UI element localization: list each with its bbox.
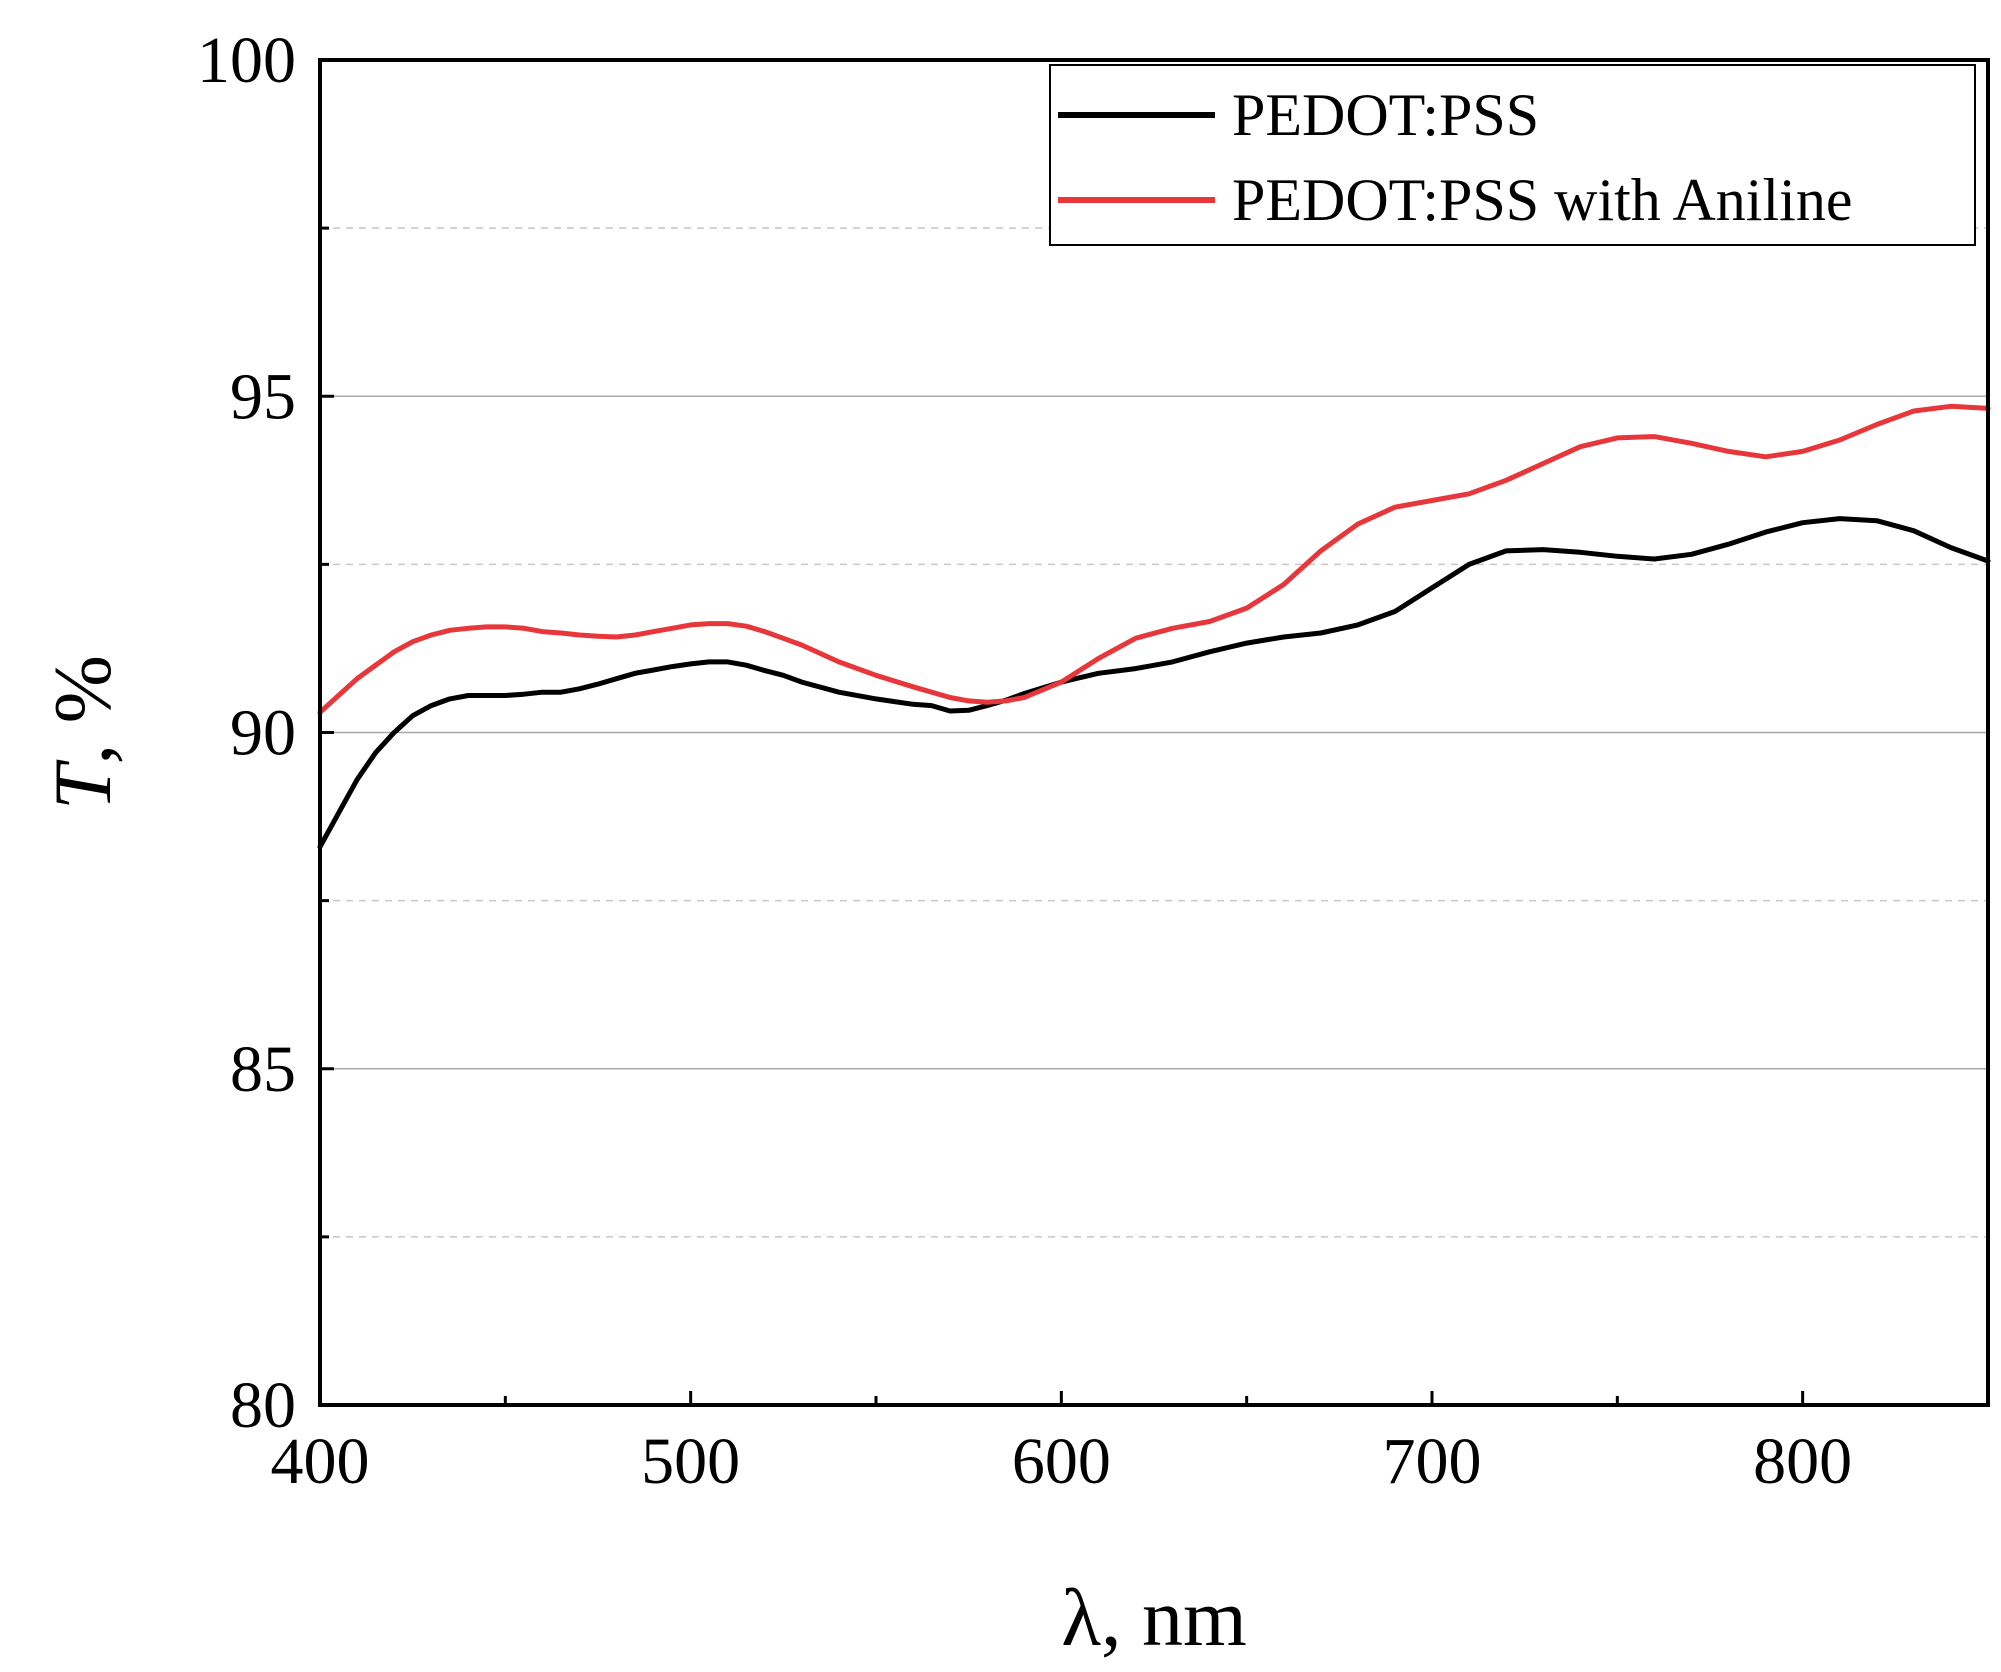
x-tick-label-500: 500 bbox=[641, 1425, 740, 1498]
tick-layer: 80 85 90 95 100 400 500 600 700 800 bbox=[197, 24, 1990, 1498]
x-axis-title: λ, nm bbox=[1061, 1572, 1247, 1663]
y-axis-title-italic: T bbox=[37, 759, 128, 810]
x-tick-label-600: 600 bbox=[1012, 1425, 1111, 1498]
legend: PEDOT:PSS PEDOT:PSS with Aniline bbox=[1049, 64, 1976, 246]
y-tick-label-95: 95 bbox=[230, 360, 296, 433]
series-line-pedot-pss-aniline bbox=[317, 403, 1991, 715]
y-tick-label-100: 100 bbox=[197, 24, 296, 97]
y-tick-label-90: 90 bbox=[230, 697, 296, 770]
x-tick-label-400: 400 bbox=[271, 1425, 370, 1498]
y-axis-title: T, % bbox=[37, 655, 128, 810]
y-tick-label-80: 80 bbox=[230, 1369, 296, 1442]
y-tick-label-85: 85 bbox=[230, 1033, 296, 1106]
series-layer bbox=[317, 403, 1991, 850]
x-tick-label-700: 700 bbox=[1383, 1425, 1482, 1498]
x-tick-label-800: 800 bbox=[1753, 1425, 1852, 1498]
legend-label-pedot-pss-aniline: PEDOT:PSS with Aniline bbox=[1232, 167, 1852, 233]
series-line-pedot-pss bbox=[317, 516, 1991, 850]
legend-label-pedot-pss: PEDOT:PSS bbox=[1232, 82, 1539, 148]
legend-box bbox=[1049, 64, 1976, 246]
grid-layer bbox=[320, 227, 1988, 1238]
y-axis-title-unit: , % bbox=[37, 655, 128, 764]
